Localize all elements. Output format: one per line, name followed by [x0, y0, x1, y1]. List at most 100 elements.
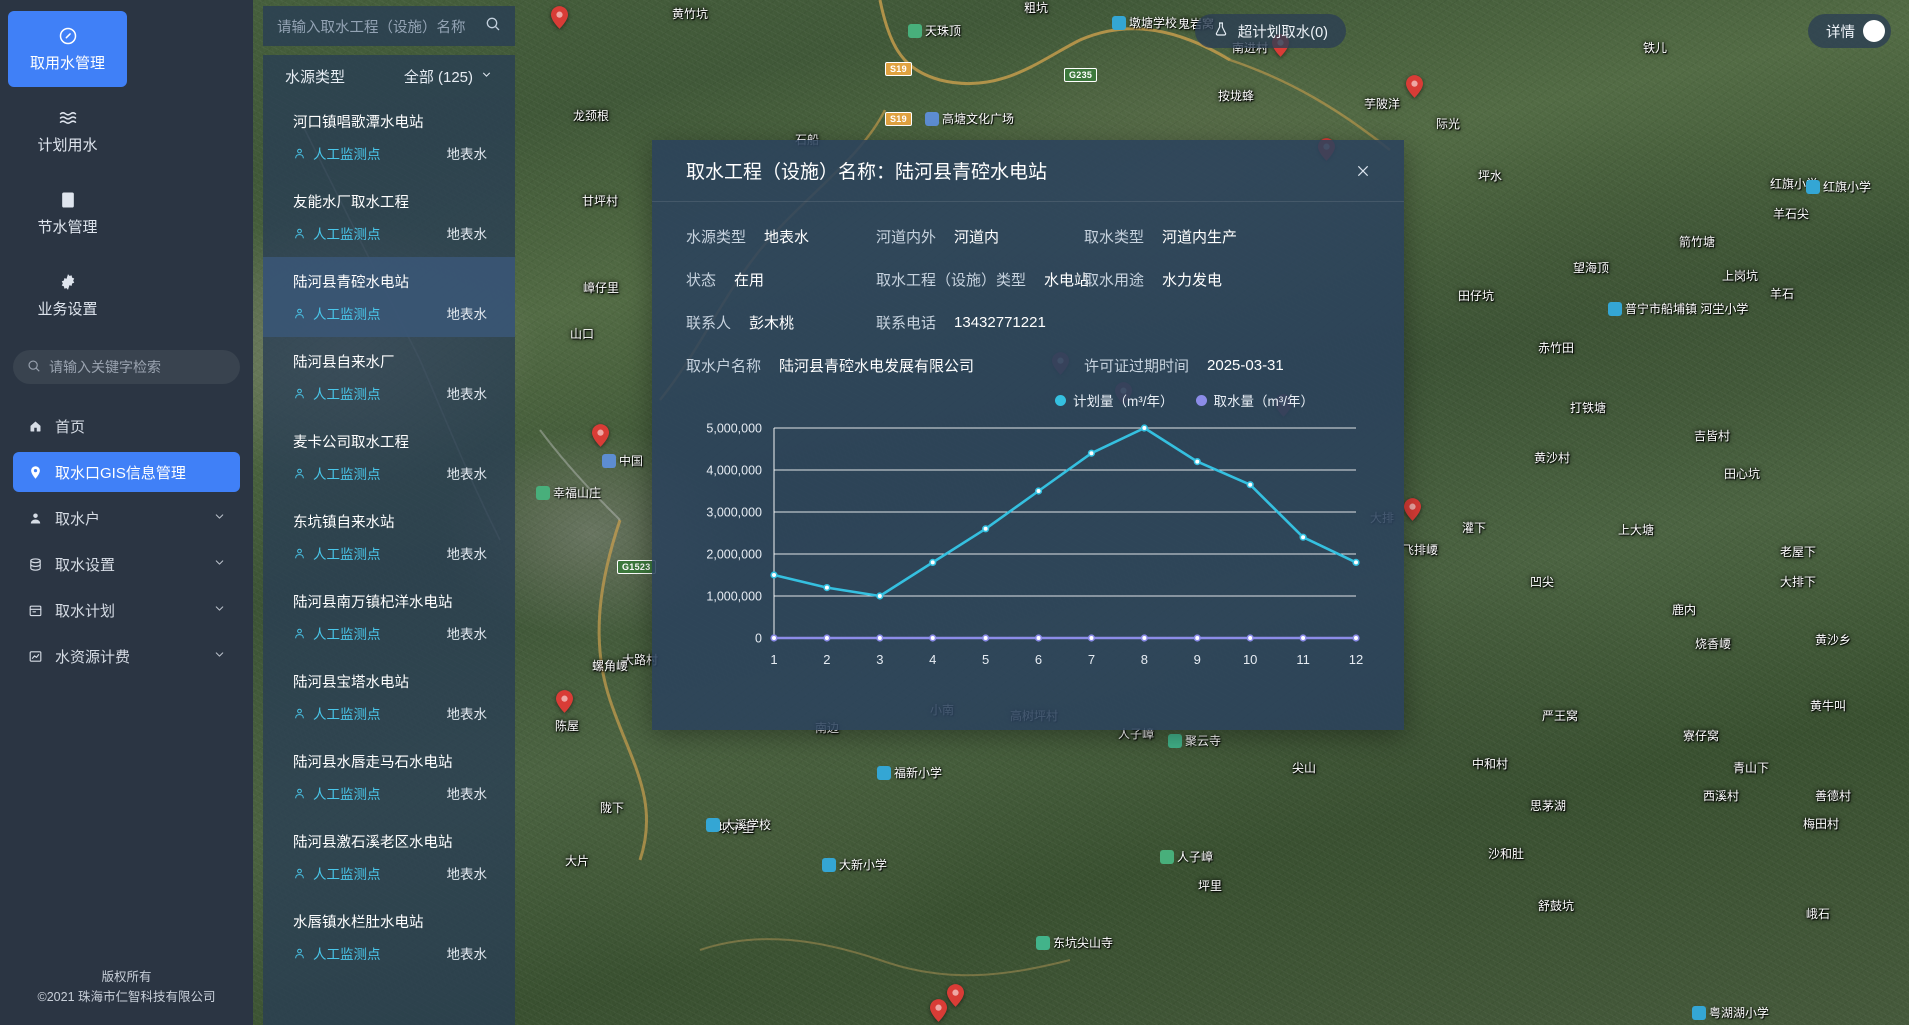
legend-label: 取水量（m³/年）	[1213, 394, 1315, 409]
legend-item-0[interactable]: 计划量（m³/年）	[1055, 390, 1174, 410]
map-poi[interactable]: 中国	[602, 452, 643, 469]
map-poi[interactable]: 聚云寺	[1168, 732, 1221, 749]
list-item-name: 麦卡公司取水工程	[293, 435, 409, 451]
map-poi[interactable]: 大新小学	[822, 856, 887, 873]
water-source-filter[interactable]: 水源类型 全部 (125)	[263, 55, 515, 97]
app-tile-3[interactable]: 业务设置	[8, 257, 127, 333]
filter-value-group[interactable]: 全部 (125)	[404, 66, 493, 87]
map-poi[interactable]: 普宁市船埔镇 河坣小学	[1608, 300, 1748, 317]
chevron-down-icon[interactable]	[480, 68, 493, 85]
over-plan-button[interactable]: 超计划取水(0)	[1194, 14, 1346, 48]
copyright-line-2: ©2021 珠海市仁智科技有限公司	[37, 990, 216, 1004]
home-icon	[27, 419, 43, 434]
list-item[interactable]: 陆河县南万镇杞洋水电站 人工监测点 地表水	[263, 577, 515, 657]
map-poi[interactable]: 粤湖湖小学	[1692, 1004, 1769, 1021]
field-value: 彭木桃	[749, 315, 795, 332]
user-icon	[27, 511, 43, 526]
map-pin-icon[interactable]	[1404, 498, 1421, 521]
list-item[interactable]: 河口镇唱歌潭水电站 人工监测点 地表水	[263, 97, 515, 177]
poi-label: 粤湖湖小学	[1709, 1006, 1770, 1020]
map-poi[interactable]: 大溪学校	[706, 816, 771, 833]
map-pin-icon[interactable]	[1406, 75, 1423, 98]
list-item-name: 陆河县南万镇杞洋水电站	[293, 595, 453, 611]
list-item[interactable]: 友能水厂取水工程 人工监测点 地表水	[263, 177, 515, 257]
sidebar-item-4[interactable]: 取水计划	[13, 590, 240, 630]
legend-item-1[interactable]: 取水量（m³/年）	[1195, 390, 1315, 410]
map-pin-icon[interactable]	[947, 984, 964, 1007]
list-item[interactable]: 陆河县青硿水电站 人工监测点 地表水	[263, 257, 515, 337]
flask-icon	[1213, 21, 1229, 41]
map-pin-icon[interactable]	[556, 690, 573, 713]
list-item-meta: 人工监测点 地表水	[293, 543, 515, 563]
list-item-type: 人工监测点	[313, 147, 381, 162]
list-item-type: 人工监测点	[313, 387, 381, 402]
app-tile-0[interactable]: 取用水管理	[8, 11, 127, 87]
sidebar-item-2[interactable]: 取水户	[13, 498, 240, 538]
map-pin-icon[interactable]	[930, 999, 947, 1022]
sidebar-item-0[interactable]: 首页	[13, 406, 240, 446]
map-pin-icon[interactable]	[592, 424, 609, 447]
poi-marker-icon	[908, 23, 922, 38]
sidebar-item-3[interactable]: 取水设置	[13, 544, 240, 584]
list-item-source: 地表水	[446, 707, 488, 722]
chart-legend[interactable]: 计划量（m³/年） 取水量（m³/年）	[1055, 390, 1314, 410]
map-poi[interactable]: 幸福山庄	[536, 484, 601, 501]
poi-label: 高塘文化广场	[942, 112, 1015, 126]
chevron-down-icon[interactable]	[213, 602, 226, 619]
sidebar-search-input[interactable]: 请输入关键字检索	[13, 350, 240, 384]
sidebar-item-label: 水资源计费	[55, 648, 131, 666]
map-poi[interactable]: 东坑尖山寺	[1036, 934, 1113, 951]
water-usage-chart: 计划量（m³/年） 取水量（m³/年） 0 1,000,000 2,000,000 3,…	[686, 394, 1370, 678]
over-plan-label: 超计划取水(0)	[1237, 24, 1328, 41]
chevron-down-icon[interactable]	[213, 556, 226, 573]
calendar-icon	[27, 603, 43, 618]
poi-label: 天珠顶	[925, 24, 962, 38]
detail-row: 水源类型 地表水 河道内外 河道内 取水类型 河道内生产	[686, 226, 1370, 247]
intake-list[interactable]: 河口镇唱歌潭水电站 人工监测点 地表水 友能水厂取水工程 人工监测点 地表水 陆河县青硿水电…	[263, 97, 515, 1025]
field-value: 河道内	[954, 229, 1000, 246]
field-value: 河道内生产	[1162, 229, 1238, 246]
list-item-type: 人工监测点	[313, 307, 381, 322]
filter-label: 水源类型	[285, 68, 346, 86]
document-icon	[58, 189, 78, 211]
search-icon[interactable]	[485, 16, 501, 36]
list-item-source: 地表水	[446, 947, 488, 962]
field-intake-usage: 取水用途 水力发电	[1084, 269, 1222, 290]
map-poi[interactable]: 高塘文化广场	[925, 110, 1014, 127]
sidebar-item-label: 取水计划	[55, 602, 116, 620]
list-item[interactable]: 陆河县水唇走马石水电站 人工监测点 地表水	[263, 737, 515, 817]
map-poi[interactable]: 人子嶂	[1160, 848, 1213, 865]
route-shield: S19	[885, 112, 912, 126]
list-item[interactable]: 东坑镇自来水站 人工监测点 地表水	[263, 497, 515, 577]
sidebar-item-5[interactable]: 水资源计费	[13, 636, 240, 676]
field-label: 取水用途	[1084, 272, 1145, 289]
list-item-meta: 人工监测点 地表水	[293, 703, 515, 723]
map-poi[interactable]: 红旗小学	[1806, 178, 1871, 195]
list-item[interactable]: 陆河县宝塔水电站 人工监测点 地表水	[263, 657, 515, 737]
sidebar-item-label: 取水设置	[55, 556, 116, 574]
detail-toggle[interactable]: 详情	[1808, 14, 1891, 48]
list-item[interactable]: 陆河县自来水厂 人工监测点 地表水	[263, 337, 515, 417]
list-item-type: 人工监测点	[313, 627, 381, 642]
chevron-down-icon[interactable]	[213, 510, 226, 527]
copyright: 版权所有 ©2021 珠海市仁智科技有限公司	[0, 967, 253, 1025]
intake-search-input[interactable]: 请输入取水工程（设施）名称	[263, 6, 515, 46]
map-poi[interactable]: 墩塘学校	[1112, 14, 1177, 31]
map-pin-icon[interactable]	[551, 6, 568, 29]
toggle-knob[interactable]	[1863, 20, 1885, 42]
sidebar-item-label: 取水户	[55, 510, 101, 528]
sidebar-item-1[interactable]: 取水口GIS信息管理	[13, 452, 240, 492]
map-poi[interactable]: 天珠顶	[908, 22, 961, 39]
list-item[interactable]: 水唇镇水栏肚水电站 人工监测点 地表水	[263, 897, 515, 977]
svg-text:4: 4	[929, 652, 936, 667]
field-license-expiry: 许可证过期时间 2025-03-31	[1084, 355, 1284, 376]
app-tile-1[interactable]: 计划用水	[8, 93, 127, 169]
detail-toggle-label: 详情	[1826, 24, 1855, 41]
chevron-down-icon[interactable]	[213, 648, 226, 665]
map-poi[interactable]: 福新小学	[877, 764, 942, 781]
close-icon[interactable]	[1348, 156, 1378, 186]
list-item[interactable]: 陆河县激石溪老区水电站 人工监测点 地表水	[263, 817, 515, 897]
list-item-type: 人工监测点	[313, 227, 381, 242]
app-tile-2[interactable]: 节水管理	[8, 175, 127, 251]
list-item[interactable]: 麦卡公司取水工程 人工监测点 地表水	[263, 417, 515, 497]
